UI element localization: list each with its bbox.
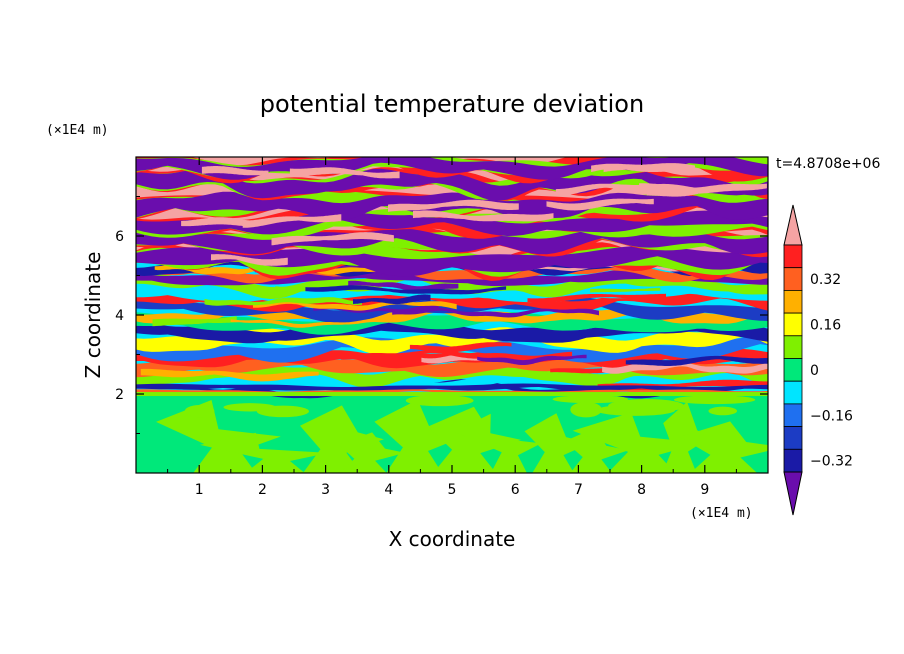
contour-band: [136, 312, 768, 335]
updraft-plume: [374, 399, 465, 473]
colorbar-label: 0: [810, 363, 819, 379]
pink-patch: [271, 232, 394, 246]
upper-boundary-blob: [570, 401, 602, 418]
upper-boundary-blob: [405, 395, 474, 407]
colorbar-cell: [783, 358, 803, 382]
updraft-plume: [200, 432, 329, 473]
pink-patch: [289, 167, 400, 179]
colorbar-cell: [783, 244, 803, 269]
colorbar-cell: [783, 380, 803, 405]
updraft-plume: [300, 405, 384, 473]
colorbar-cell: [783, 267, 803, 291]
colorbar-cell: [783, 312, 803, 337]
pink-patch: [211, 254, 288, 266]
upper-boundary-blob: [223, 403, 277, 412]
colorbar-cell: [783, 403, 803, 427]
colorbar-cell: [783, 335, 803, 359]
y-axis-title: Z coordinate: [81, 252, 105, 379]
x-ticks: 1 2 3 4 5 6 7 8 9: [167, 157, 737, 498]
updraft-plume: [156, 400, 281, 473]
colorbar: 0.32 0.16 0 −0.16 −0.32: [783, 204, 853, 516]
contour-band: [136, 290, 768, 313]
contour-streak: [625, 355, 768, 366]
purple-band: [136, 157, 768, 180]
pink-patch: [555, 183, 697, 197]
pink-patch: [242, 214, 342, 228]
x-tick-label: 9: [700, 482, 709, 498]
contour-streak: [340, 349, 573, 360]
plume-shapes: [136, 392, 768, 473]
x-unit-label: (×1E4 m): [690, 506, 753, 521]
pink-patch: [413, 210, 554, 222]
x-tick-label: 6: [511, 482, 520, 498]
x-tick-label: 4: [384, 482, 393, 498]
x-tick-label: 2: [258, 482, 267, 498]
colorbar-label: 0.16: [810, 317, 841, 333]
y-unit-label: (×1E4 m): [46, 123, 109, 138]
plot-area: [136, 157, 768, 473]
colorbar-label: −0.32: [810, 454, 853, 470]
colorbar-label: −0.16: [810, 408, 853, 424]
inversion-edge: [136, 392, 768, 397]
contour-streak: [204, 297, 362, 306]
contour-streak: [480, 263, 726, 272]
updraft-plume: [454, 413, 542, 473]
contour-streak: [230, 318, 379, 328]
contour-band: [136, 335, 768, 363]
time-label: t=4.8708e+06: [776, 156, 880, 172]
pink-patch: [181, 217, 252, 227]
contour-streak: [590, 287, 661, 293]
x-tick-label: 8: [637, 482, 646, 498]
contour-streak: [392, 307, 599, 318]
purple-band: [136, 245, 768, 277]
x-tick-label: 3: [321, 482, 330, 498]
upper-boundary-blob: [708, 406, 738, 416]
chart-title: potential temperature deviation: [260, 90, 644, 118]
colorbar-cell: [783, 426, 803, 450]
colorbar-label: 0.32: [810, 272, 841, 288]
x-tick-label: 1: [195, 482, 204, 498]
y-tick-label: 4: [115, 308, 124, 324]
y-ticks: 2 4 6: [115, 196, 768, 434]
colorbar-bottom-arrow: [783, 471, 803, 516]
x-axis-title: X coordinate: [389, 527, 516, 551]
contour-streak: [140, 368, 319, 382]
colorbar-cell: [783, 289, 803, 314]
y-tick-label: 6: [115, 229, 124, 245]
pink-patch: [201, 166, 269, 176]
contour-streak: [477, 354, 587, 365]
contour-streak: [602, 362, 768, 374]
contour-streak: [527, 293, 666, 303]
contour-streak: [353, 294, 431, 305]
upper-boundary-blob: [184, 405, 215, 418]
pink-patch: [639, 183, 767, 194]
contour-streak: [154, 263, 386, 275]
updraft-plume: [572, 412, 703, 473]
pink-patch: [546, 198, 654, 211]
purple-band: [136, 210, 768, 236]
upper-boundary-blob: [552, 395, 629, 404]
x-tick-label: 7: [574, 482, 583, 498]
updraft-plume: [524, 413, 591, 473]
pink-patch: [603, 164, 674, 173]
pink-patch: [646, 187, 698, 197]
contour-streak: [409, 342, 512, 353]
contour-streak: [305, 285, 507, 295]
pink-patch: [388, 199, 519, 212]
y-tick-label: 2: [115, 387, 124, 403]
upper-boundary-blob: [673, 395, 756, 405]
updraft-plume: [679, 421, 768, 473]
updraft-plume: [338, 432, 406, 473]
updraft-plume: [564, 427, 629, 473]
upper-boundary-blob: [608, 398, 685, 413]
colorbar-cell: [783, 448, 803, 473]
colorbar-top-arrow: [783, 204, 803, 246]
contour-streak: [152, 316, 237, 327]
x-tick-label: 5: [448, 482, 457, 498]
